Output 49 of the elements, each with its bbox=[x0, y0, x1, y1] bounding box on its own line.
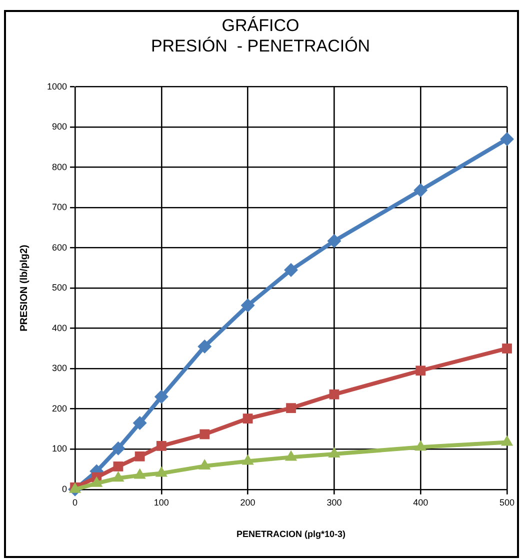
x-tick-label: 0 bbox=[72, 497, 78, 508]
point bbox=[113, 462, 124, 472]
point bbox=[416, 366, 426, 376]
point bbox=[134, 468, 146, 479]
x-tick-label: 100 bbox=[154, 497, 169, 508]
y-tick-label: 600 bbox=[52, 242, 68, 252]
y-axis-title: PRESION (lb/plg2) bbox=[18, 244, 30, 332]
y-tick-label: 200 bbox=[52, 403, 68, 414]
text: GRÁFICO bbox=[222, 16, 300, 35]
text: PRESIÓN - PENETRACIÓN bbox=[150, 36, 370, 56]
point bbox=[198, 459, 211, 470]
point bbox=[500, 435, 514, 446]
point bbox=[414, 183, 428, 198]
point bbox=[154, 390, 168, 404]
point bbox=[198, 339, 212, 354]
x-axis-title: PENETRACION (plg*10-3) bbox=[236, 529, 346, 540]
y-tick-label: 500 bbox=[52, 282, 68, 293]
point bbox=[502, 344, 512, 354]
y-tick-label: 0 bbox=[62, 484, 68, 494]
x-tick-label: 400 bbox=[413, 497, 428, 508]
y-tick-label: 900 bbox=[52, 122, 68, 132]
point bbox=[284, 450, 298, 461]
point bbox=[329, 389, 340, 400]
y-tick-label: 1000 bbox=[46, 81, 68, 92]
point bbox=[286, 403, 296, 414]
x-tick-label: 300 bbox=[326, 497, 342, 508]
point bbox=[134, 451, 145, 462]
point bbox=[111, 441, 126, 456]
point bbox=[132, 416, 147, 430]
point bbox=[156, 440, 166, 451]
point bbox=[200, 429, 210, 440]
point bbox=[328, 446, 340, 458]
y-tick-label: 400 bbox=[52, 322, 68, 333]
point bbox=[90, 476, 103, 487]
point bbox=[500, 132, 514, 146]
point bbox=[155, 466, 168, 477]
x-tick-label: 200 bbox=[240, 497, 256, 508]
y-tick-label: 100 bbox=[52, 444, 68, 454]
y-tick-label: 800 bbox=[52, 162, 68, 172]
point bbox=[327, 234, 342, 248]
point bbox=[242, 454, 254, 465]
y-tick-label: 300 bbox=[52, 363, 68, 374]
y-tick-label: 700 bbox=[52, 202, 68, 212]
point bbox=[240, 298, 255, 312]
point bbox=[112, 471, 124, 482]
point bbox=[414, 440, 427, 451]
x-tick-label: 500 bbox=[499, 497, 515, 508]
point bbox=[284, 262, 298, 277]
point bbox=[242, 414, 253, 424]
